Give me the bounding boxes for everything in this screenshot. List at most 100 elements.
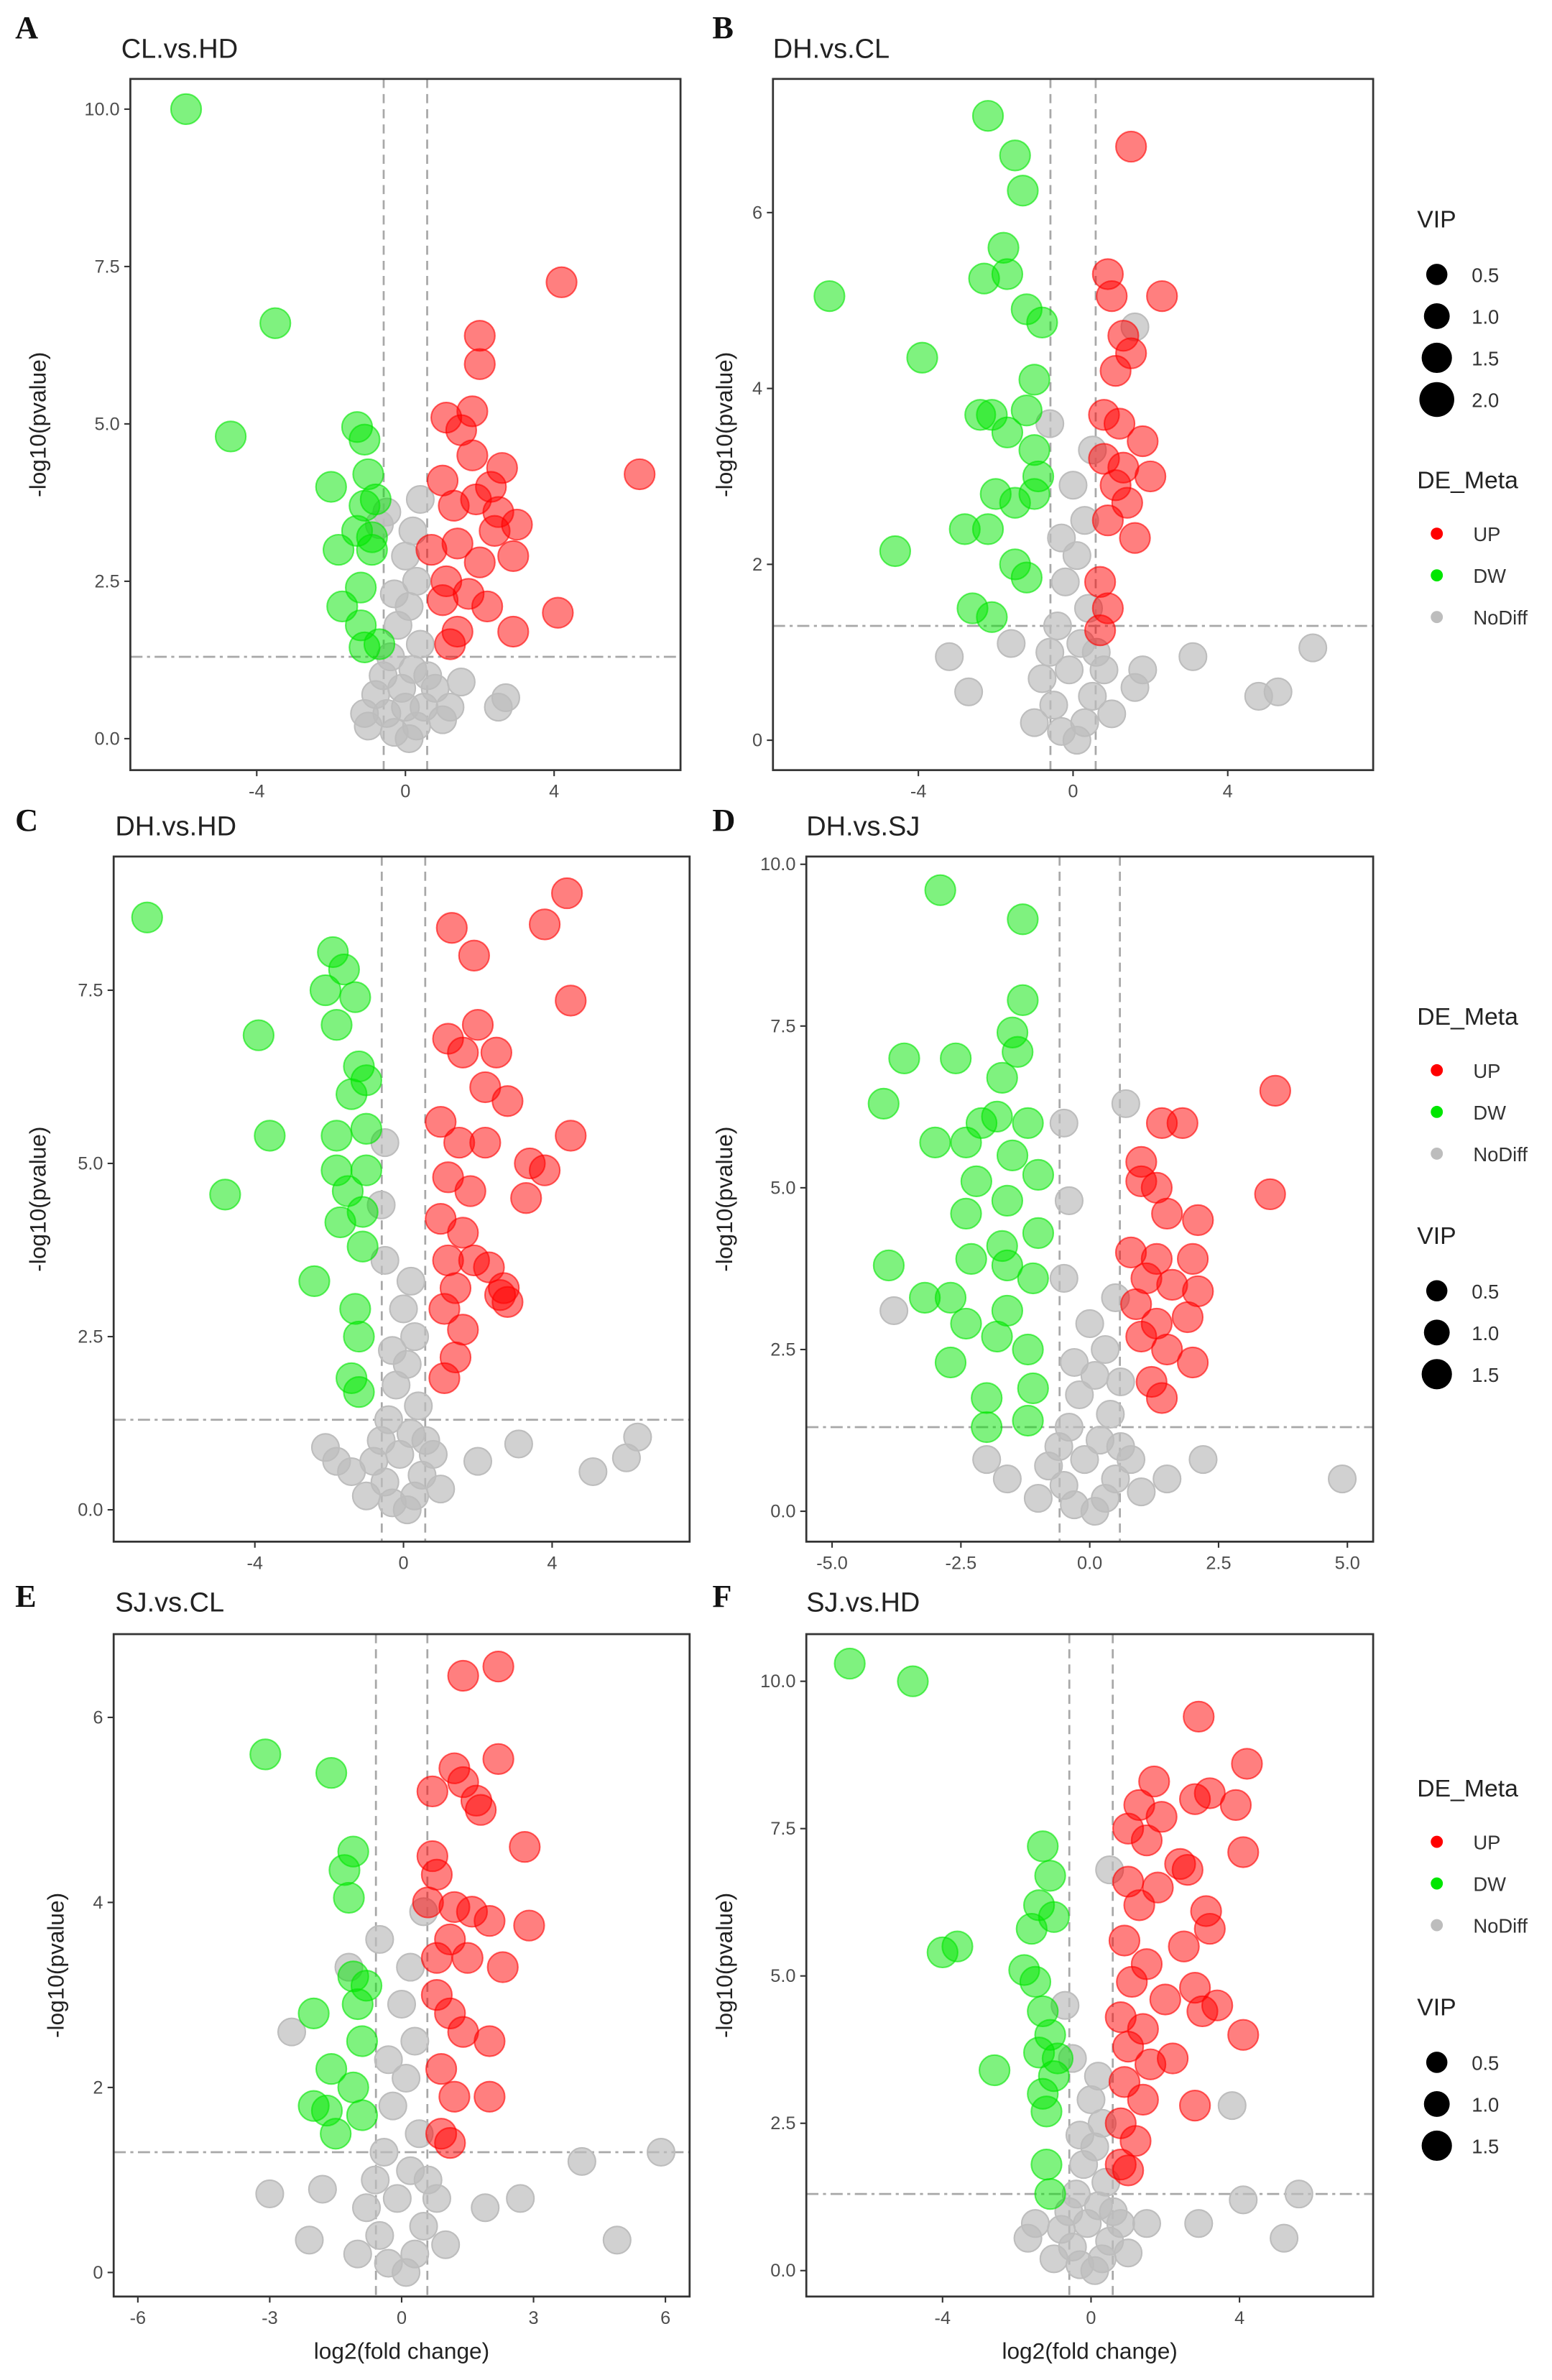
legend-vip-size-marker: [1421, 2130, 1452, 2162]
point-up: [482, 1743, 514, 1775]
point-up: [1227, 2019, 1260, 2051]
point-up: [1171, 1853, 1204, 1886]
point-up: [456, 439, 489, 471]
point-dw: [950, 1307, 982, 1340]
legend-de-marker-nodiff: [1431, 1919, 1444, 1932]
point-nodiff: [1039, 691, 1068, 720]
point-dw: [339, 981, 371, 1013]
point-up: [1193, 1912, 1226, 1945]
legend-de-marker-up: [1431, 1064, 1444, 1076]
point-up: [474, 2025, 506, 2057]
point-nodiff: [391, 541, 420, 571]
point-dw: [1030, 2148, 1063, 2181]
point-nodiff: [387, 1989, 417, 2019]
point-up: [1201, 1989, 1234, 2021]
point-dw: [981, 1320, 1013, 1353]
point-nodiff: [391, 693, 420, 722]
legend-de-marker-dw: [1431, 569, 1444, 582]
point-dw: [333, 1881, 365, 1914]
point-nodiff: [378, 1336, 407, 1365]
x-tick-label: 0: [399, 1553, 409, 1573]
point-dw: [971, 1382, 1003, 1414]
point-dw: [950, 1126, 982, 1159]
point-nodiff: [1054, 1186, 1084, 1215]
panel-letter: A: [15, 10, 38, 45]
plot-frame: [805, 1633, 1375, 2298]
point-nodiff: [389, 1294, 418, 1324]
point-up: [491, 1085, 524, 1117]
point-dw: [1041, 2042, 1074, 2075]
point-nodiff: [308, 2174, 337, 2204]
point-up: [1134, 460, 1167, 493]
point-up: [528, 1154, 561, 1186]
point-nodiff: [411, 1426, 440, 1455]
x-tick-label: 4: [547, 1553, 557, 1573]
point-dw: [320, 1009, 353, 1041]
panel-title: DH.vs.CL: [773, 34, 890, 64]
point-up: [1146, 280, 1178, 313]
point-nodiff: [1101, 1465, 1130, 1494]
y-tick-label: 10.0: [84, 99, 119, 119]
point-dw: [833, 1647, 866, 1680]
point-nodiff: [413, 2165, 443, 2195]
point-nodiff: [1127, 1477, 1156, 1507]
panel-title: SJ.vs.HD: [806, 1587, 920, 1618]
point-dw: [259, 307, 292, 339]
point-up: [434, 628, 466, 660]
point-up: [1166, 1107, 1198, 1140]
y-tick-label: 2.5: [770, 1339, 795, 1360]
point-dw: [996, 1139, 1029, 1172]
y-tick-label: 10.0: [760, 1671, 795, 1692]
point-dw: [906, 341, 938, 374]
legend: VIP 0.5 1.0 1.5 2.0 DE_Meta UP DW NoDiff: [1417, 206, 1528, 629]
point-up: [1183, 1700, 1215, 1733]
point-up: [1168, 1930, 1200, 1962]
x-tick-label: 0: [397, 2308, 407, 2328]
point-nodiff: [567, 2146, 596, 2176]
point-nodiff: [1263, 677, 1293, 706]
point-up: [1254, 1178, 1286, 1211]
point-nodiff: [646, 2137, 676, 2167]
point-up: [1115, 130, 1147, 163]
point-up: [1091, 504, 1124, 537]
point-dw: [1022, 1158, 1055, 1191]
legend-de-label: DW: [1473, 565, 1506, 587]
point-up: [497, 615, 530, 648]
point-dw: [328, 1854, 361, 1886]
point-up: [1138, 1765, 1170, 1798]
point-dw: [888, 1042, 920, 1074]
point-nodiff: [426, 1475, 456, 1504]
point-nodiff: [1114, 2238, 1143, 2268]
point-dw: [359, 483, 392, 516]
legend-vip-size-marker: [1419, 382, 1454, 418]
point-nodiff: [879, 1296, 909, 1326]
point-up: [1119, 2125, 1152, 2157]
point-dw: [986, 1061, 1018, 1094]
point-up: [461, 1009, 494, 1041]
y-axis-label: -log10(pvalue): [24, 352, 50, 497]
point-up: [1130, 1824, 1163, 1857]
point-nodiff: [1070, 1444, 1099, 1475]
point-up: [1219, 1789, 1252, 1822]
point-nodiff: [351, 1481, 381, 1510]
point-nodiff: [1229, 2185, 1258, 2215]
legend-de-label: UP: [1473, 523, 1500, 545]
point-up: [542, 596, 574, 629]
point-nodiff: [1060, 1347, 1089, 1378]
point-up: [1259, 1074, 1291, 1107]
point-nodiff: [396, 1952, 425, 1982]
point-dw: [209, 1179, 241, 1211]
y-axis-label: -log10(pvalue): [711, 352, 737, 497]
point-dw: [1026, 306, 1058, 338]
y-tick-label: 6: [93, 1707, 103, 1728]
point-dw: [249, 1738, 282, 1771]
point-dw: [1007, 175, 1039, 207]
point-nodiff: [1153, 1465, 1182, 1494]
legend-vip-size-marker: [1423, 1319, 1450, 1346]
point-up: [420, 1942, 453, 1974]
point-dw: [934, 1346, 967, 1379]
point-nodiff: [1132, 2209, 1161, 2238]
point-dw: [350, 1064, 383, 1097]
point-nodiff: [382, 2184, 412, 2213]
point-up: [555, 1120, 587, 1152]
